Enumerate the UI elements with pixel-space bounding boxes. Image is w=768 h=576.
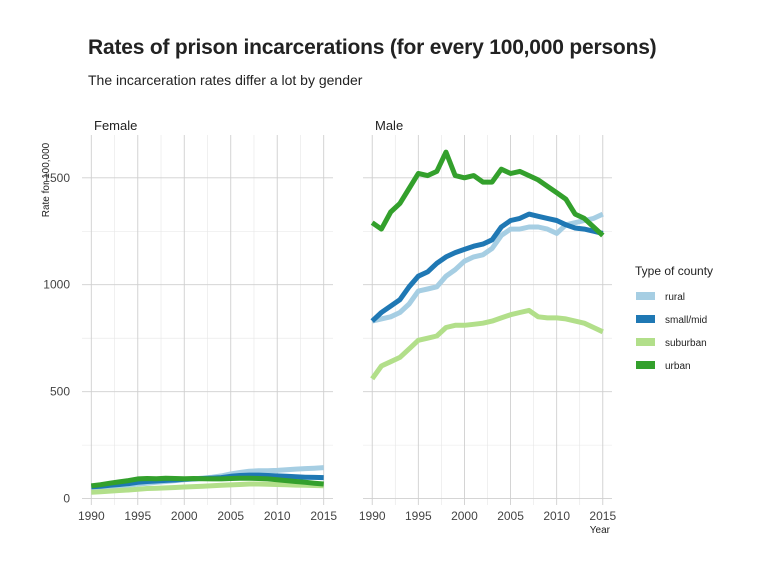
x-tick-label: 1995 (124, 509, 151, 523)
y-tick-label: 500 (50, 385, 70, 399)
legend-key-suburban (636, 338, 655, 346)
legend-label-urban: urban (665, 361, 691, 372)
x-tick-label: 2005 (217, 509, 244, 523)
x-tick-label: 2015 (310, 509, 337, 523)
y-tick-label: 0 (63, 492, 70, 506)
legend-key-small-mid (636, 315, 655, 323)
legend-label-small-mid: small/mid (665, 315, 707, 326)
x-tick-label: 1995 (405, 509, 432, 523)
legend-label-suburban: suburban (665, 338, 707, 349)
x-axis-label: Year (590, 525, 611, 536)
x-tick-label: 2010 (264, 509, 291, 523)
legend: Type of county rural small/mid suburban urb… (635, 264, 713, 372)
x-tick-label: 2010 (543, 509, 570, 523)
x-tick-label: 2015 (589, 509, 616, 523)
chart-subtitle: The incarceration rates differ a lot by … (88, 72, 363, 88)
legend-key-rural (636, 292, 655, 300)
series-line-male-suburban (370, 307, 604, 381)
x-tick-label: 2000 (171, 509, 198, 523)
x-tick-label: 1990 (78, 509, 105, 523)
panel-male: Male 1990 1995 2000 2005 2010 2015 (359, 118, 617, 523)
series-line-female-urban (91, 475, 324, 489)
chart-title: Rates of prison incarcerations (for ever… (88, 36, 657, 59)
y-axis-label: Rate for 100,000 (41, 142, 52, 217)
series-line-male-small-mid (370, 211, 604, 323)
x-tick-label: 2005 (497, 509, 524, 523)
y-tick-label: 1500 (43, 171, 70, 185)
series-line-female-suburban (91, 481, 324, 495)
x-tick-label: 1990 (359, 509, 386, 523)
legend-label-rural: rural (665, 292, 685, 303)
panel-female: Female 1990 1995 2000 2005 2010 2015 0 500 1000 15… (43, 118, 337, 523)
y-tick-label: 1000 (43, 278, 70, 292)
legend-key-urban (636, 361, 655, 369)
facet-label-female: Female (94, 118, 137, 133)
facet-label-male: Male (375, 118, 403, 133)
x-tick-label: 2000 (451, 509, 478, 523)
series-line-male-urban (370, 149, 605, 238)
legend-title: Type of county (635, 264, 713, 278)
